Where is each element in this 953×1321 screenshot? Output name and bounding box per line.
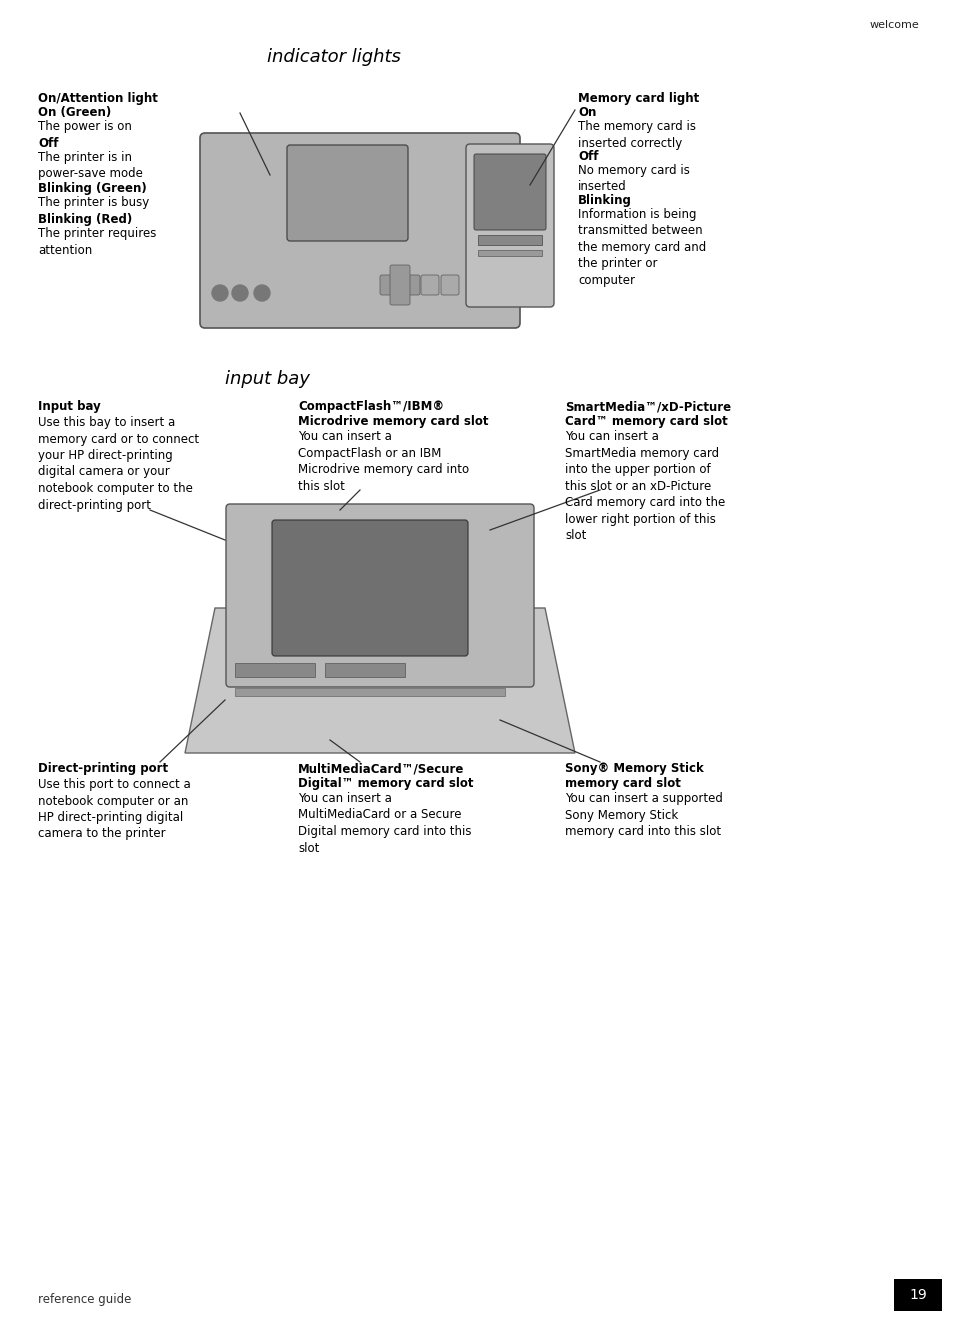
FancyBboxPatch shape bbox=[465, 144, 554, 306]
Bar bbox=[325, 663, 405, 676]
FancyBboxPatch shape bbox=[390, 266, 410, 305]
Text: The memory card is
inserted correctly: The memory card is inserted correctly bbox=[578, 120, 696, 149]
Text: You can insert a supported
Sony Memory Stick
memory card into this slot: You can insert a supported Sony Memory S… bbox=[564, 793, 722, 838]
Text: 19: 19 bbox=[908, 1288, 926, 1303]
Bar bbox=[477, 235, 541, 244]
Text: On: On bbox=[578, 106, 596, 119]
Text: Sony® Memory Stick: Sony® Memory Stick bbox=[564, 762, 703, 775]
Text: You can insert a
CompactFlash or an IBM
Microdrive memory card into
this slot: You can insert a CompactFlash or an IBM … bbox=[297, 431, 469, 493]
FancyBboxPatch shape bbox=[474, 155, 545, 230]
Text: On (Green): On (Green) bbox=[38, 106, 112, 119]
Circle shape bbox=[232, 285, 248, 301]
Text: input bay: input bay bbox=[225, 370, 309, 388]
Text: Memory card light: Memory card light bbox=[578, 92, 699, 104]
Bar bbox=[234, 663, 314, 676]
Text: SmartMedia™/xD-Picture: SmartMedia™/xD-Picture bbox=[564, 400, 730, 413]
Text: Direct-printing port: Direct-printing port bbox=[38, 762, 168, 775]
Text: The printer requires
attention: The printer requires attention bbox=[38, 227, 156, 256]
Text: Blinking (Red): Blinking (Red) bbox=[38, 213, 132, 226]
FancyBboxPatch shape bbox=[440, 275, 458, 295]
FancyBboxPatch shape bbox=[200, 133, 519, 328]
Text: Off: Off bbox=[38, 137, 58, 151]
Text: Use this port to connect a
notebook computer or an
HP direct-printing digital
ca: Use this port to connect a notebook comp… bbox=[38, 778, 191, 840]
Text: Microdrive memory card slot: Microdrive memory card slot bbox=[297, 415, 488, 428]
Bar bbox=[893, 1279, 941, 1310]
Circle shape bbox=[253, 285, 270, 301]
FancyBboxPatch shape bbox=[226, 505, 534, 687]
Text: The printer is in
power-save mode: The printer is in power-save mode bbox=[38, 151, 143, 181]
Text: Off: Off bbox=[578, 151, 598, 162]
Text: You can insert a
MultiMediaCard or a Secure
Digital memory card into this
slot: You can insert a MultiMediaCard or a Sec… bbox=[297, 793, 471, 855]
Text: On/Attention light: On/Attention light bbox=[38, 92, 157, 104]
FancyBboxPatch shape bbox=[379, 275, 419, 295]
Text: The power is on: The power is on bbox=[38, 120, 132, 133]
Text: Blinking: Blinking bbox=[578, 194, 631, 207]
Text: Digital™ memory card slot: Digital™ memory card slot bbox=[297, 777, 473, 790]
FancyBboxPatch shape bbox=[272, 520, 468, 657]
Text: indicator lights: indicator lights bbox=[267, 48, 400, 66]
Text: No memory card is
inserted: No memory card is inserted bbox=[578, 164, 689, 193]
Text: Input bay: Input bay bbox=[38, 400, 101, 413]
Text: reference guide: reference guide bbox=[38, 1293, 132, 1306]
FancyBboxPatch shape bbox=[420, 275, 438, 295]
FancyBboxPatch shape bbox=[287, 145, 408, 240]
Text: Blinking (Green): Blinking (Green) bbox=[38, 182, 147, 196]
Bar bbox=[234, 688, 504, 696]
Text: Card™ memory card slot: Card™ memory card slot bbox=[564, 415, 727, 428]
Text: CompactFlash™/IBM®: CompactFlash™/IBM® bbox=[297, 400, 444, 413]
Text: The printer is busy: The printer is busy bbox=[38, 196, 149, 209]
Bar bbox=[477, 250, 541, 256]
Text: MultiMediaCard™/Secure: MultiMediaCard™/Secure bbox=[297, 762, 464, 775]
Text: You can insert a
SmartMedia memory card
into the upper portion of
this slot or a: You can insert a SmartMedia memory card … bbox=[564, 431, 724, 542]
Text: memory card slot: memory card slot bbox=[564, 777, 680, 790]
Text: Use this bay to insert a
memory card or to connect
your HP direct-printing
digit: Use this bay to insert a memory card or … bbox=[38, 416, 199, 511]
Text: welcome: welcome bbox=[868, 20, 918, 30]
Circle shape bbox=[212, 285, 228, 301]
Text: Information is being
transmitted between
the memory card and
the printer or
comp: Information is being transmitted between… bbox=[578, 207, 705, 287]
Polygon shape bbox=[185, 608, 575, 753]
